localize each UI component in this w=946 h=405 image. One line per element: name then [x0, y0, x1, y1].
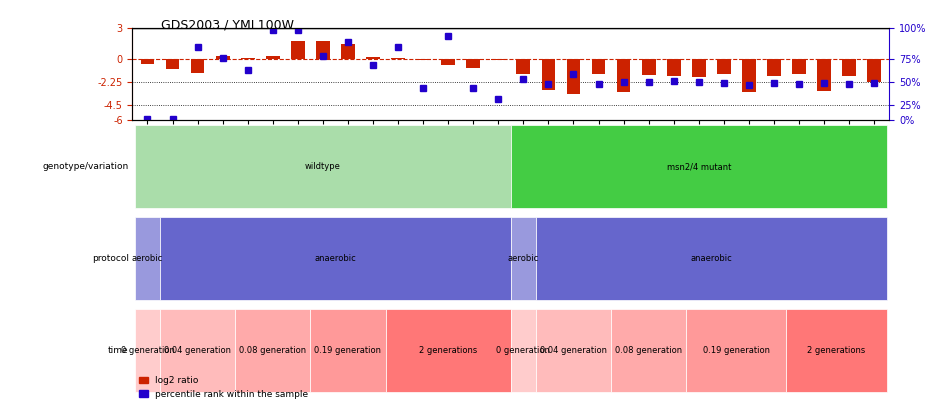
Bar [416, 59, 430, 60]
Bar [466, 59, 481, 68]
Text: aerobic: aerobic [508, 254, 539, 263]
FancyBboxPatch shape [160, 217, 511, 300]
Bar [266, 56, 280, 59]
FancyBboxPatch shape [511, 217, 535, 300]
Text: anaerobic: anaerobic [691, 254, 732, 263]
Bar [641, 59, 656, 75]
Bar [717, 59, 730, 75]
Bar [867, 59, 881, 81]
Bar [166, 59, 180, 69]
FancyBboxPatch shape [135, 309, 160, 392]
Text: 0.08 generation: 0.08 generation [239, 346, 307, 355]
Bar [517, 59, 531, 75]
Bar [667, 59, 680, 77]
Bar [316, 41, 330, 59]
FancyBboxPatch shape [535, 309, 611, 392]
Text: 2 generations: 2 generations [419, 346, 478, 355]
Text: protocol: protocol [92, 254, 129, 263]
FancyBboxPatch shape [135, 217, 160, 300]
Bar [491, 59, 505, 60]
Text: aerobic: aerobic [131, 254, 163, 263]
FancyBboxPatch shape [310, 309, 386, 392]
FancyBboxPatch shape [511, 125, 886, 208]
Bar [567, 59, 581, 94]
Bar [792, 59, 806, 75]
Bar [392, 58, 405, 59]
FancyBboxPatch shape [511, 309, 535, 392]
Bar [141, 59, 154, 64]
Bar [291, 40, 305, 59]
Bar [191, 59, 204, 73]
Bar [541, 59, 555, 90]
Text: GDS2003 / YML100W: GDS2003 / YML100W [161, 18, 294, 31]
FancyBboxPatch shape [135, 125, 511, 208]
Bar [842, 59, 856, 77]
Bar [342, 44, 355, 59]
Text: 0 generation: 0 generation [120, 346, 174, 355]
Text: genotype/variation: genotype/variation [43, 162, 129, 171]
Text: 0 generation: 0 generation [497, 346, 551, 355]
Bar [441, 59, 455, 65]
Text: wildtype: wildtype [305, 162, 341, 171]
FancyBboxPatch shape [386, 309, 511, 392]
Text: 0.08 generation: 0.08 generation [615, 346, 682, 355]
FancyBboxPatch shape [686, 309, 786, 392]
Bar [216, 56, 230, 59]
FancyBboxPatch shape [535, 217, 886, 300]
FancyBboxPatch shape [236, 309, 310, 392]
Bar [692, 59, 706, 77]
Legend: log2 ratio, percentile rank within the sample: log2 ratio, percentile rank within the s… [137, 374, 310, 401]
Text: 2 generations: 2 generations [808, 346, 866, 355]
Bar [366, 57, 380, 59]
Bar [742, 59, 756, 92]
Text: 0.19 generation: 0.19 generation [314, 346, 381, 355]
Text: anaerobic: anaerobic [315, 254, 357, 263]
Bar [767, 59, 780, 77]
Text: 0.19 generation: 0.19 generation [703, 346, 770, 355]
FancyBboxPatch shape [611, 309, 686, 392]
Bar [241, 58, 254, 59]
Text: 0.04 generation: 0.04 generation [540, 346, 607, 355]
Text: 0.04 generation: 0.04 generation [164, 346, 231, 355]
Text: msn2/4 mutant: msn2/4 mutant [667, 162, 731, 171]
FancyBboxPatch shape [160, 309, 236, 392]
FancyBboxPatch shape [786, 309, 886, 392]
Text: time: time [108, 346, 129, 355]
Bar [817, 59, 831, 91]
Bar [617, 59, 630, 92]
Bar [591, 59, 605, 75]
